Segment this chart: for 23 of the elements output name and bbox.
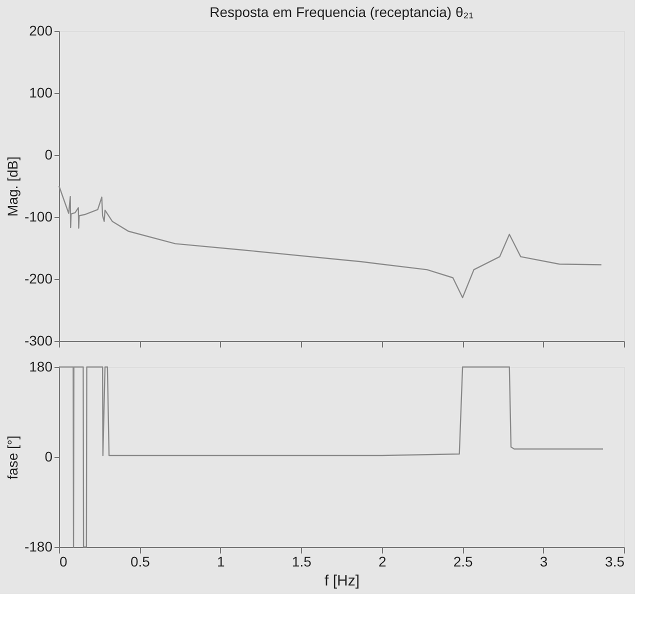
y-tick-label: 0	[44, 448, 53, 464]
y-tick-label: -100	[24, 208, 53, 224]
y-tick-label: 180	[29, 358, 53, 374]
y-tick-label: 0	[44, 146, 53, 162]
y-tick-label: -200	[24, 270, 53, 286]
y-tick-label: -300	[24, 332, 53, 348]
x-tick-label: 0	[60, 554, 68, 570]
x-tick-label: 0.5	[130, 554, 150, 570]
y-tick-label: -180	[24, 538, 53, 554]
x-tick-label: 2.5	[453, 554, 474, 570]
y-tick-label: 200	[29, 22, 53, 38]
chart-title: Resposta em Frequencia (receptancia) θ₂₁	[210, 4, 474, 20]
line-series	[58, 366, 604, 548]
line-series	[58, 185, 602, 298]
y-axis-title: Mag. [dB]	[4, 156, 20, 216]
x-tick-label: 1	[217, 554, 226, 570]
x-tick-label: 3.5	[605, 554, 625, 570]
x-tick-label: 3	[540, 554, 548, 570]
x-tick-label: 2	[378, 554, 386, 570]
x-axis-title: f [Hz]	[324, 572, 360, 590]
y-axis-title: fase [°]	[4, 436, 20, 480]
x-tick-label: 1.5	[292, 554, 312, 570]
y-tick-label: 100	[29, 84, 53, 100]
